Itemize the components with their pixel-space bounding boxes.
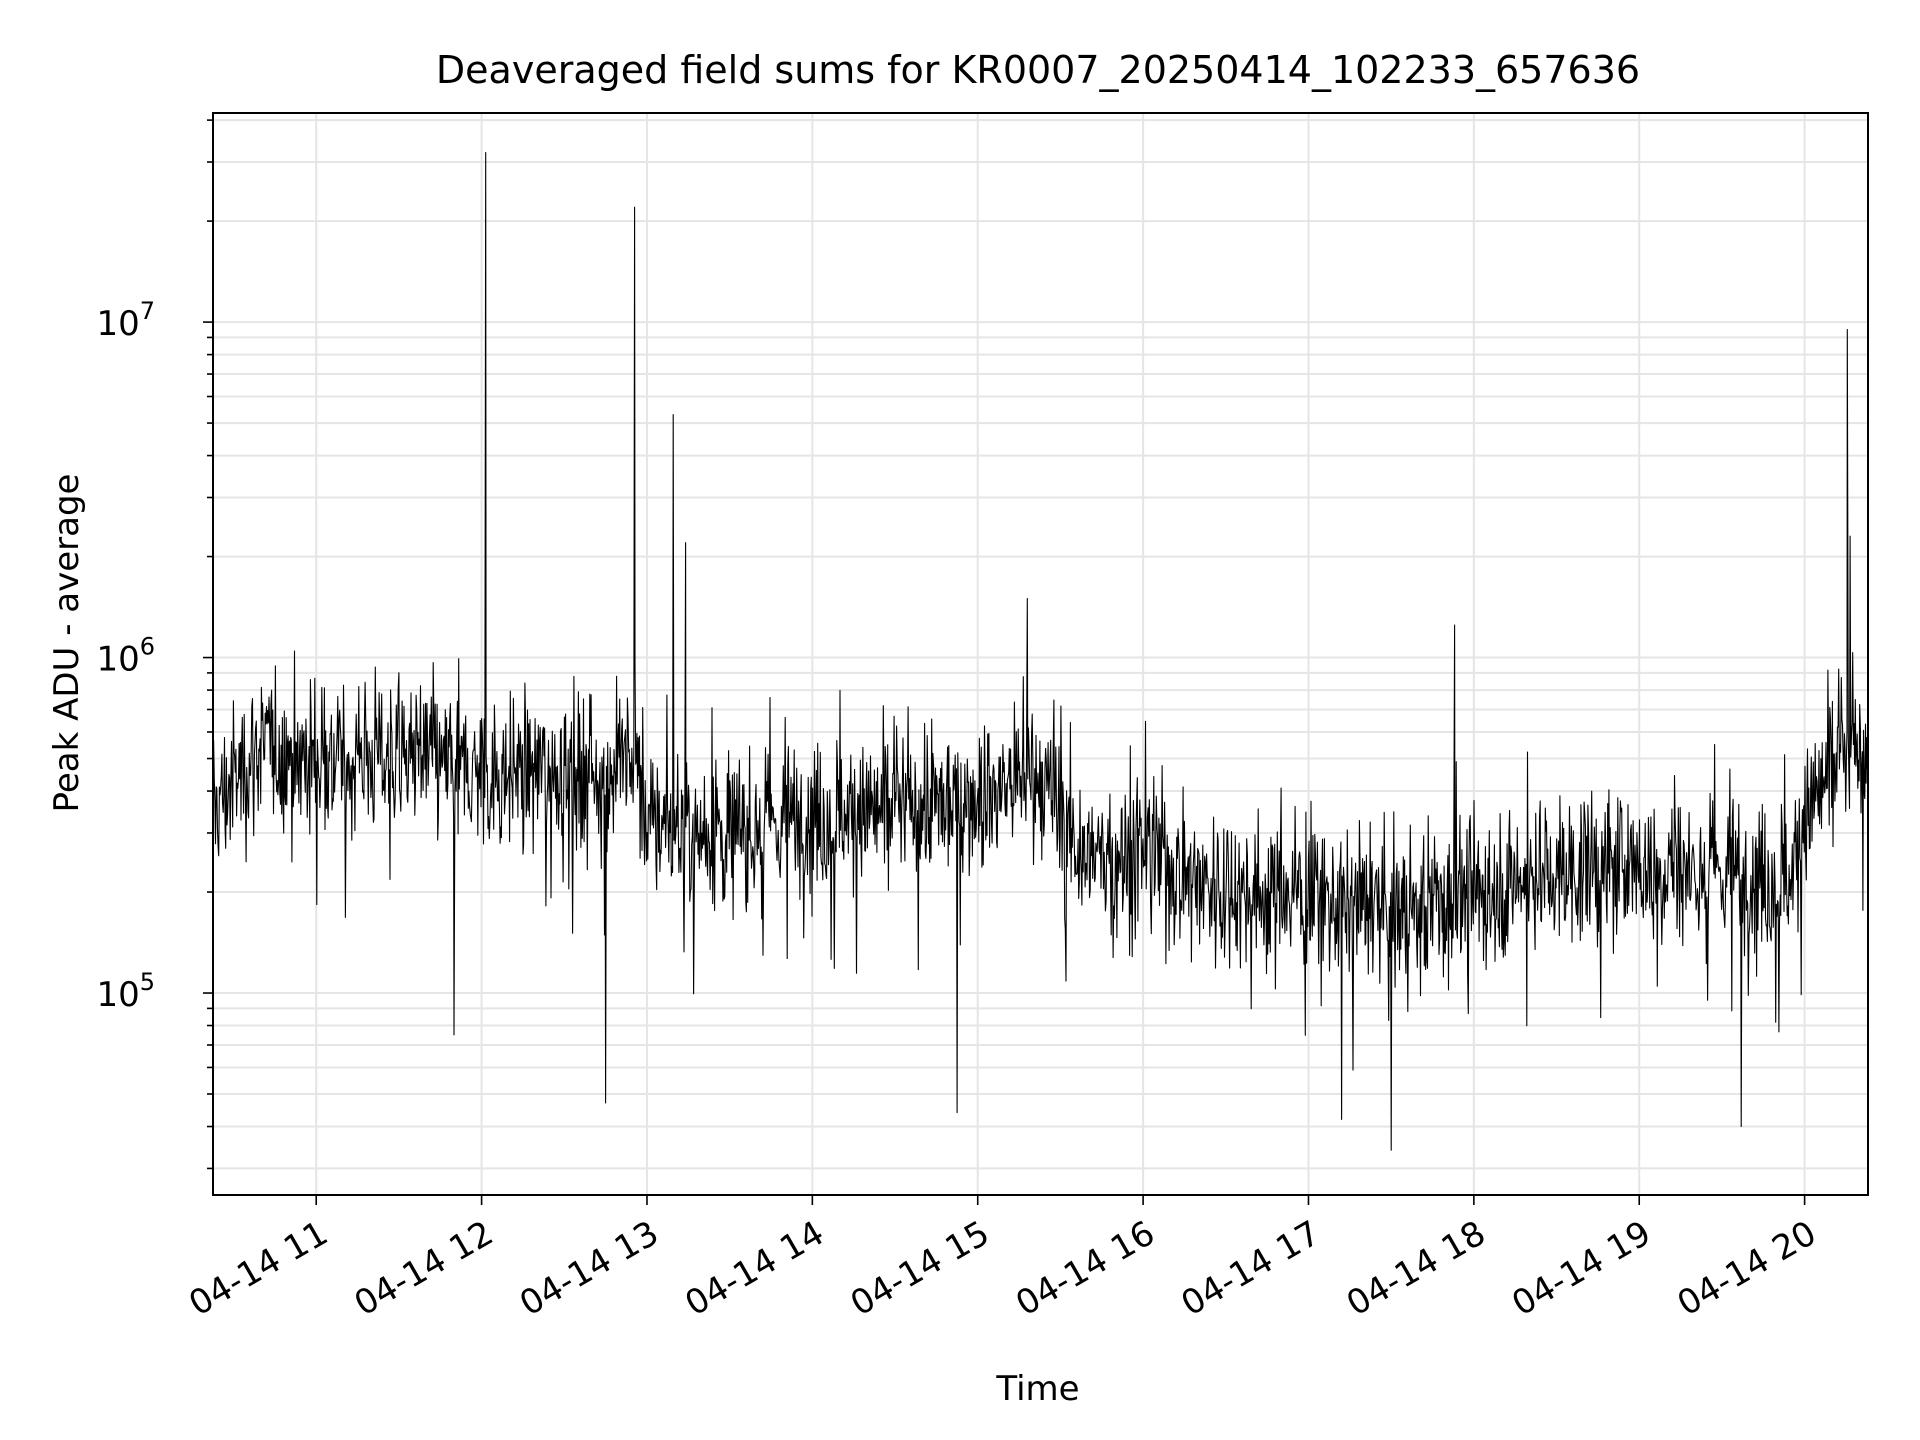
y-tick-label: 105	[96, 968, 155, 1015]
plot-frame	[212, 112, 1869, 1196]
series-line	[212, 152, 1869, 1151]
x-axis-label: Time	[995, 1369, 1079, 1409]
chart-title: Deaveraged field sums for KR0007_2025041…	[436, 48, 1640, 92]
y-tick-label: 107	[96, 297, 155, 344]
series	[212, 152, 1869, 1151]
y-axis-label: Peak ADU - average	[47, 474, 87, 813]
y-tick-label: 106	[96, 633, 155, 680]
